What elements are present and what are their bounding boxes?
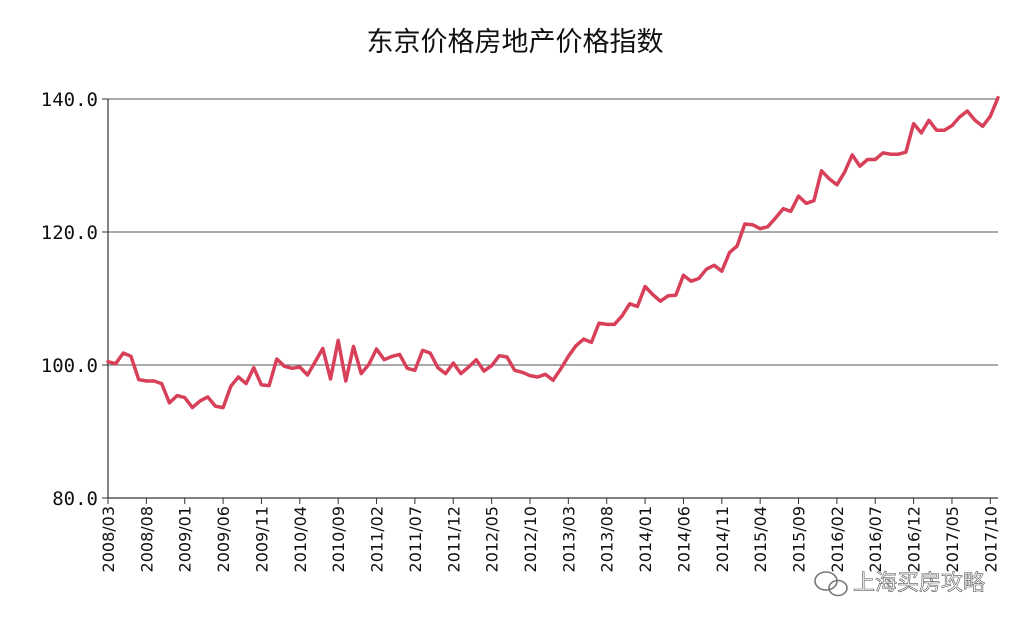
x-tick-label: 2010/04: [291, 506, 310, 572]
x-tick-label: 2009/11: [252, 506, 271, 572]
x-tick-label: 2009/06: [214, 506, 233, 572]
x-tick-label: 2017/05: [943, 506, 962, 572]
x-tick-label: 2016/07: [866, 506, 885, 572]
x-tick-label: 2011/02: [368, 506, 387, 572]
x-tick-label: 2011/07: [406, 506, 425, 572]
x-tick-label: 2014/06: [674, 506, 693, 572]
x-tick-label: 2008/03: [99, 506, 118, 572]
x-tick-label: 2012/10: [521, 506, 540, 572]
x-tick-label: 2014/11: [713, 506, 732, 572]
y-tick-label: 140.0: [41, 89, 98, 111]
x-tick-label: 2013/03: [559, 506, 578, 572]
x-tick-label: 2015/04: [751, 506, 770, 572]
series-line: [106, 95, 1000, 410]
x-tick-label: 2016/12: [905, 506, 924, 572]
series-layer: [106, 95, 1000, 410]
watermark-text: 上海买房攻略: [853, 571, 985, 596]
wechat-icon: [814, 571, 848, 597]
x-tick-label: 2016/02: [828, 506, 847, 572]
x-tick-label: 2010/09: [329, 506, 348, 572]
gridlines: [108, 98, 998, 366]
y-tick-label: 120.0: [41, 222, 98, 244]
x-tick-label: 2013/08: [598, 506, 617, 572]
x-tick-label: 2015/09: [790, 506, 809, 572]
x-tick-label: 2012/05: [483, 506, 502, 572]
y-tick-labels: 80.0 100.0 120.0 140.0: [41, 89, 98, 510]
y-tick-label: 100.0: [41, 355, 98, 377]
watermark: 上海买房攻略: [814, 571, 985, 597]
x-tick-label: 2014/01: [636, 506, 655, 572]
x-tick-label: 2017/10: [981, 506, 1000, 572]
x-tick-label: 2008/08: [137, 506, 156, 572]
x-tick-label: 2011/12: [444, 506, 463, 572]
x-tick-labels: 2008/03 2008/08 2009/01 2009/06 2009/11 2010/…: [99, 506, 1000, 572]
axes: [102, 98, 998, 504]
chart-title: 东京价格房地产价格指数: [367, 27, 664, 58]
x-tick-label: 2009/01: [176, 506, 195, 572]
y-tick-label: 80.0: [52, 488, 98, 510]
